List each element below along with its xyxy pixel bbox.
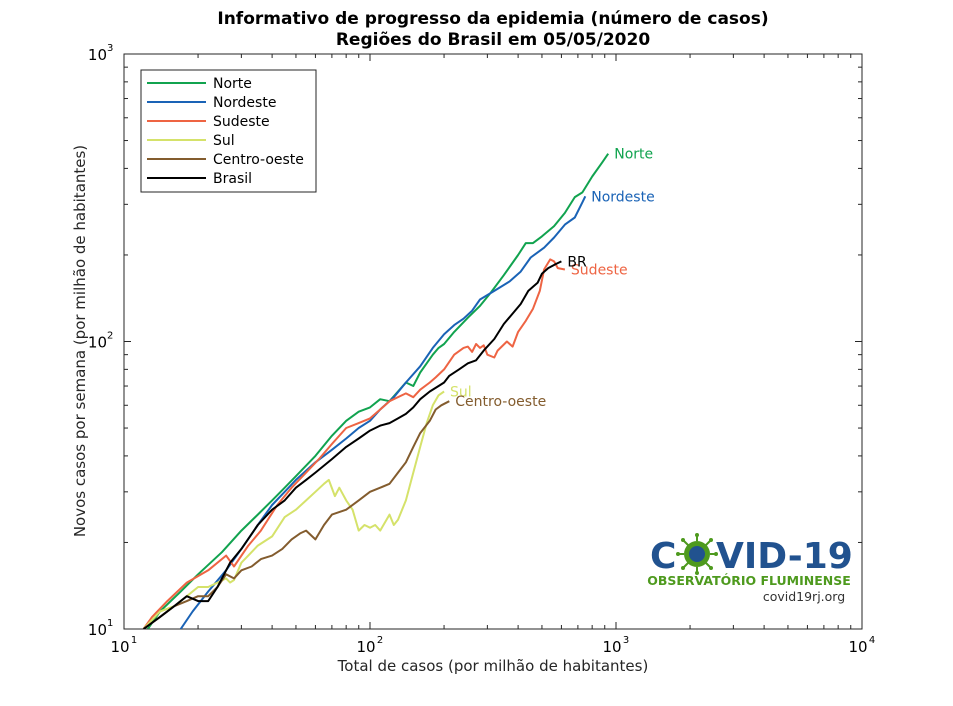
legend-label-brasil: Brasil	[213, 171, 252, 187]
y-tick-exp-1: 2	[107, 331, 113, 342]
covid19-logo: C	[647, 533, 853, 604]
x-tick-label-1: 10	[356, 638, 375, 656]
legend-label-nordeste: Nordeste	[213, 95, 276, 111]
x-tick-label-2: 10	[602, 638, 621, 656]
chart-title: Informativo de progresso da epidemia (nú…	[217, 9, 768, 29]
axis-ticks	[123, 54, 862, 630]
series-line-sudeste	[142, 258, 566, 629]
series-lines	[142, 153, 610, 629]
legend-box	[140, 69, 317, 193]
x-tick-label-3: 10	[848, 638, 867, 656]
legend-label-norte: Norte	[213, 76, 252, 92]
y-tick-exp-2: 3	[107, 43, 113, 54]
axis-tick-labels: 10 1 10 2 10 3 10 410 110 210 3	[88, 43, 875, 656]
series-line-brasil	[142, 260, 562, 629]
end-label-centro-oeste: Centro-oeste	[455, 394, 546, 410]
logo-url: covid19rj.org	[763, 589, 845, 604]
series-line-nordeste	[179, 195, 587, 629]
virus-icon	[676, 533, 718, 575]
logo-word-left: C	[650, 536, 676, 577]
series-line-norte	[146, 153, 610, 629]
logo-subtitle: OBSERVATÓRIO FLUMINENSE	[647, 573, 851, 588]
x-tick-exp-3: 4	[869, 635, 875, 646]
x-tick-exp-0: 1	[131, 635, 137, 646]
x-tick-label-0: 10	[110, 638, 129, 656]
chart-subtitle: Regiões do Brasil em 05/05/2020	[336, 30, 651, 50]
end-label-sul: Sul	[450, 385, 472, 401]
x-tick-exp-1: 2	[377, 635, 383, 646]
series-line-centro-oeste	[142, 400, 450, 629]
end-label-nordeste: Nordeste	[591, 189, 654, 205]
end-label-sudeste: Sudeste	[571, 263, 628, 279]
y-tick-exp-0: 1	[107, 618, 113, 629]
y-tick-label-1: 10	[88, 334, 107, 352]
end-label-brasil: BR	[567, 254, 587, 270]
y-axis-label: Novos casos por semana (por milhão de ha…	[71, 145, 89, 537]
legend-label-sul: Sul	[213, 133, 235, 149]
legend-label-sudeste: Sudeste	[213, 114, 270, 130]
legend-label-centro-oeste: Centro-oeste	[213, 152, 304, 168]
legend: Norte Nordeste Sudeste Sul Centro-oeste Brasi…	[140, 69, 317, 193]
logo-word-right: VID-19	[716, 536, 853, 577]
y-tick-label-0: 10	[88, 621, 107, 639]
end-label-norte: Norte	[614, 147, 653, 163]
x-axis-label: Total de casos (por milhão de habitantes…	[337, 657, 649, 675]
x-tick-exp-2: 3	[623, 635, 629, 646]
y-tick-label-2: 10	[88, 46, 107, 64]
